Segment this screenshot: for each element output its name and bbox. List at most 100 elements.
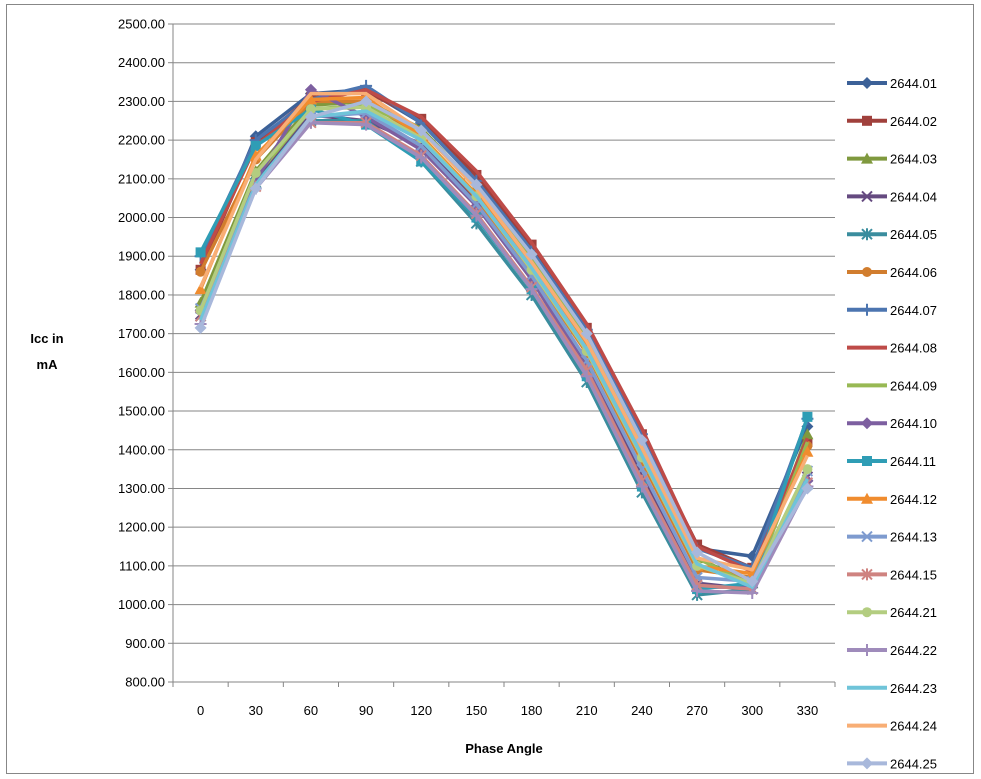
series-line bbox=[198, 109, 809, 589]
legend-marker bbox=[862, 456, 872, 466]
legend: 2644.01 2644.02 2644.03 2644.04 2644.05 2644.… bbox=[847, 76, 937, 771]
y-tick-label: 2500.00 bbox=[118, 17, 165, 32]
data-point bbox=[249, 182, 262, 195]
legend-label: 2644.04 bbox=[890, 189, 937, 204]
legend-entry: 2644.13 bbox=[847, 530, 937, 545]
y-axis-title-line-2: mA bbox=[37, 357, 59, 372]
data-point bbox=[635, 480, 648, 493]
y-tick-label: 1900.00 bbox=[118, 249, 165, 264]
series-line bbox=[198, 120, 809, 591]
series-2644.05 bbox=[194, 114, 814, 601]
legend-label: 2644.02 bbox=[890, 114, 937, 129]
series-line bbox=[199, 107, 810, 591]
legend-marker bbox=[861, 152, 873, 164]
series-line bbox=[198, 88, 810, 574]
data-point bbox=[801, 482, 814, 495]
y-tick-label: 1700.00 bbox=[118, 326, 165, 341]
series-line bbox=[198, 113, 809, 591]
legend-marker bbox=[861, 492, 873, 504]
legend-entry: 2644.21 bbox=[847, 605, 937, 620]
legend-entry: 2644.09 bbox=[847, 378, 937, 393]
legend-marker bbox=[861, 303, 873, 316]
legend-entry: 2644.10 bbox=[847, 416, 937, 431]
series-line bbox=[199, 99, 810, 580]
series-group bbox=[194, 79, 814, 601]
series-2644.12 bbox=[194, 91, 814, 579]
series-line bbox=[198, 99, 810, 586]
gridlines bbox=[173, 23, 835, 644]
data-point bbox=[305, 104, 316, 115]
legend-entry: 2644.02 bbox=[847, 114, 937, 129]
series-2644.25 bbox=[194, 95, 814, 588]
legend-marker bbox=[862, 267, 872, 277]
data-point bbox=[746, 586, 759, 599]
legend-marker bbox=[862, 115, 872, 126]
legend-entry: 2644.01 bbox=[847, 76, 937, 91]
series-2644.15 bbox=[194, 116, 814, 596]
y-tick-label: 2300.00 bbox=[118, 94, 165, 109]
data-point bbox=[415, 151, 428, 164]
data-point bbox=[304, 93, 317, 105]
series-2644.10 bbox=[194, 83, 814, 594]
series-line bbox=[198, 99, 809, 584]
data-point bbox=[525, 283, 538, 296]
data-point bbox=[691, 546, 704, 559]
legend-entry: 2644.22 bbox=[847, 643, 937, 658]
x-axis-ticks: 0 30 60 90 120 150 180 210 240 270 300 330 bbox=[172, 682, 836, 718]
legend-entry: 2644.07 bbox=[847, 303, 937, 318]
series-2644.06 bbox=[195, 96, 813, 583]
x-tick-label: 240 bbox=[631, 703, 653, 718]
legend-label: 2644.11 bbox=[890, 454, 936, 469]
data-point bbox=[746, 575, 759, 588]
y-axis-title-line-1: Icc in bbox=[30, 331, 63, 346]
series-2644.08 bbox=[198, 88, 810, 574]
legend-entry: 2644.06 bbox=[847, 265, 937, 280]
legend-label: 2644.06 bbox=[890, 265, 937, 280]
data-point bbox=[360, 118, 373, 131]
data-point bbox=[195, 266, 206, 277]
legend-label: 2644.12 bbox=[890, 492, 937, 507]
data-point bbox=[580, 370, 593, 383]
legend-entry: 2644.03 bbox=[847, 152, 937, 167]
legend-marker bbox=[861, 757, 873, 770]
series-2644.02 bbox=[195, 86, 813, 573]
data-point bbox=[415, 124, 428, 137]
series-2644.04 bbox=[194, 109, 814, 595]
y-tick-label: 2200.00 bbox=[118, 133, 165, 148]
data-point bbox=[802, 464, 813, 475]
data-point bbox=[635, 434, 648, 447]
legend-label: 2644.15 bbox=[890, 567, 937, 582]
legend-label: 2644.05 bbox=[890, 227, 937, 242]
legend-label: 2644.23 bbox=[890, 681, 937, 696]
y-tick-label: 2400.00 bbox=[118, 55, 165, 70]
legend-entry: 2644.11 bbox=[847, 454, 936, 469]
series-line bbox=[198, 91, 809, 572]
legend-marker bbox=[862, 607, 872, 618]
data-point bbox=[580, 327, 593, 340]
series-line bbox=[198, 88, 810, 558]
y-tick-label: 1800.00 bbox=[118, 287, 165, 302]
axes bbox=[172, 24, 835, 683]
legend-marker bbox=[861, 530, 873, 543]
data-point bbox=[691, 585, 704, 598]
data-point bbox=[194, 321, 207, 334]
series-2644.22 bbox=[194, 116, 814, 599]
series-2644.01 bbox=[194, 83, 814, 563]
series-line bbox=[198, 120, 809, 595]
series-2644.21 bbox=[195, 102, 813, 589]
legend-label: 2644.25 bbox=[890, 756, 937, 771]
y-tick-label: 1300.00 bbox=[118, 481, 165, 496]
series-line bbox=[198, 89, 810, 570]
legend-label: 2644.08 bbox=[890, 341, 937, 356]
series-line bbox=[198, 111, 809, 584]
line-chart: 800.00 900.00 1000.00 1100.00 1200.00 1300.00… bbox=[30, 17, 937, 772]
y-tick-label: 900.00 bbox=[125, 636, 165, 651]
legend-entry: 2644.25 bbox=[847, 756, 937, 771]
data-point bbox=[802, 411, 813, 422]
y-tick-label: 800.00 bbox=[125, 675, 165, 690]
data-point bbox=[801, 445, 814, 457]
x-tick-label: 150 bbox=[466, 703, 488, 718]
legend-marker bbox=[861, 77, 873, 89]
x-tick-label: 90 bbox=[359, 703, 373, 718]
legend-entry: 2644.15 bbox=[847, 567, 937, 582]
